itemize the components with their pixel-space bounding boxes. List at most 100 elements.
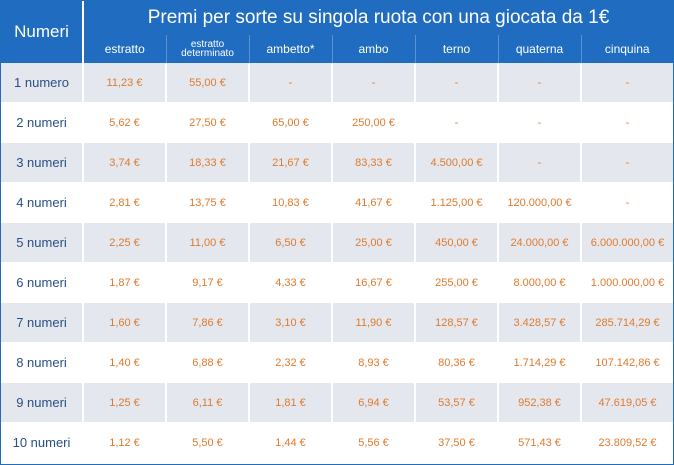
prize-cell-estratto-determinato: 6,88 € <box>165 342 249 383</box>
row-label: 4 numeri <box>1 182 83 223</box>
prize-cell-estratto-determinato: 55,00 € <box>165 63 249 103</box>
column-header-cinquina: cinquina <box>580 35 674 63</box>
row-label: 6 numeri <box>1 262 83 303</box>
table-row: 6 numeri 1,87 €9,17 €4,33 €16,67 €255,00 … <box>1 262 674 303</box>
row-label: 7 numeri <box>1 302 83 343</box>
prize-cell-terno: 128,57 € <box>414 302 498 343</box>
table-row: 4 numeri 2,81 €13,75 €10,83 €41,67 €1.125… <box>1 182 674 223</box>
prize-cell-estratto: 2,25 € <box>82 222 166 263</box>
row-label: 9 numeri <box>1 382 83 423</box>
prize-cell-estratto: 1,60 € <box>82 302 166 343</box>
prize-cell-terno: 37,50 € <box>414 422 498 463</box>
prize-cell-ambetto: 3,10 € <box>248 302 332 343</box>
column-header-estratto: estratto <box>83 35 166 63</box>
prize-cell-estratto-determinato: 11,00 € <box>165 222 249 263</box>
table-title: Premi per sorte su singola ruota con una… <box>83 1 674 35</box>
prize-cell-ambetto: - <box>248 63 332 103</box>
prize-cell-ambetto: 4,33 € <box>248 262 332 303</box>
prize-cell-quaterna: 571,43 € <box>497 422 581 463</box>
prize-cell-quaterna: 120.000,00 € <box>497 182 581 223</box>
table-body: 1 numero 11,23 €55,00 € - - - - -2 numeri 5,62 … <box>1 63 674 463</box>
prize-cell-estratto-determinato: 9,17 € <box>165 262 249 303</box>
prize-cell-cinquina: - <box>579 63 674 103</box>
prize-cell-cinquina: 107.142,86 € <box>579 342 674 383</box>
prize-cell-ambo: - <box>331 63 415 103</box>
prize-cell-estratto: 1,25 € <box>82 382 166 423</box>
prize-cell-cinquina: - <box>579 102 674 143</box>
table-row: 7 numeri 1,60 €7,86 €3,10 €11,90 €128,57 … <box>1 302 674 343</box>
table-row: 3 numeri 3,74 €18,33 €21,67 €83,33 €4.500… <box>1 142 674 183</box>
prize-cell-ambetto: 1,81 € <box>248 382 332 423</box>
prize-cell-ambo: 6,94 € <box>331 382 415 423</box>
prize-cell-terno: 1.125,00 € <box>414 182 498 223</box>
numeri-column-header: Numeri <box>1 1 84 63</box>
prize-cell-terno: 450,00 € <box>414 222 498 263</box>
prize-cell-quaterna: 24.000,00 € <box>497 222 581 263</box>
row-label: 1 numero <box>1 63 83 103</box>
row-label: 2 numeri <box>1 102 83 143</box>
row-label: 5 numeri <box>1 222 83 263</box>
prize-cell-ambo: 41,67 € <box>331 182 415 223</box>
prize-cell-estratto: 1,87 € <box>82 262 166 303</box>
column-header-quaterna: quaterna <box>497 35 581 63</box>
table-row: 5 numeri 2,25 €11,00 €6,50 €25,00 €450,00… <box>1 222 674 263</box>
prize-cell-cinquina: - <box>579 142 674 183</box>
table-row: 10 numeri 1,12 €5,50 €1,44 €5,56 €37,50 €… <box>1 422 674 463</box>
prize-cell-ambo: 11,90 € <box>331 302 415 343</box>
table-row: 9 numeri 1,25 €6,11 €1,81 €6,94 €53,57 €9… <box>1 382 674 423</box>
prize-cell-terno: - <box>414 63 498 103</box>
prize-cell-estratto: 1,12 € <box>82 422 166 463</box>
prize-cell-estratto: 5,62 € <box>82 102 166 143</box>
prize-cell-terno: 80,36 € <box>414 342 498 383</box>
prize-cell-terno: 4.500,00 € <box>414 142 498 183</box>
table-row: 2 numeri 5,62 €27,50 €65,00 €250,00 € - - - <box>1 102 674 143</box>
prize-cell-estratto-determinato: 5,50 € <box>165 422 249 463</box>
prize-cell-estratto-determinato: 13,75 € <box>165 182 249 223</box>
prize-cell-estratto-determinato: 7,86 € <box>165 302 249 343</box>
row-label: 10 numeri <box>1 422 83 463</box>
prize-cell-estratto: 11,23 € <box>82 63 166 103</box>
prize-cell-ambetto: 1,44 € <box>248 422 332 463</box>
column-header-terno: terno <box>414 35 498 63</box>
row-label: 3 numeri <box>1 142 83 183</box>
prize-cell-ambo: 83,33 € <box>331 142 415 183</box>
prize-cell-cinquina: 47.619,05 € <box>579 382 674 423</box>
prize-cell-ambo: 8,93 € <box>331 342 415 383</box>
prize-cell-terno: 255,00 € <box>414 262 498 303</box>
prize-cell-terno: - <box>414 102 498 143</box>
prize-cell-terno: 53,57 € <box>414 382 498 423</box>
prize-cell-cinquina: - <box>579 182 674 223</box>
prize-cell-cinquina: 285.714,29 € <box>579 302 674 343</box>
prize-cell-ambo: 5,56 € <box>331 422 415 463</box>
prize-cell-estratto: 3,74 € <box>82 142 166 183</box>
table-row: 1 numero 11,23 €55,00 € - - - - - <box>1 63 674 103</box>
prize-cell-quaterna: - <box>497 63 581 103</box>
row-label: 8 numeri <box>1 342 83 383</box>
table-row: 8 numeri 1,40 €6,88 €2,32 €8,93 €80,36 €1… <box>1 342 674 383</box>
prize-cell-cinquina: 6.000.000,00 € <box>579 222 674 263</box>
prize-cell-estratto-determinato: 6,11 € <box>165 382 249 423</box>
prize-cell-estratto: 1,40 € <box>82 342 166 383</box>
prize-cell-ambo: 250,00 € <box>331 102 415 143</box>
prize-cell-ambetto: 21,67 € <box>248 142 332 183</box>
prize-cell-quaterna: 8.000,00 € <box>497 262 581 303</box>
prize-cell-cinquina: 1.000.000,00 € <box>579 262 674 303</box>
prize-cell-ambetto: 6,50 € <box>248 222 332 263</box>
prize-cell-quaterna: 952,38 € <box>497 382 581 423</box>
prize-cell-ambetto: 65,00 € <box>248 102 332 143</box>
prize-cell-quaterna: - <box>497 142 581 183</box>
prize-cell-cinquina: 23.809,52 € <box>579 422 674 463</box>
prize-cell-quaterna: - <box>497 102 581 143</box>
prize-cell-quaterna: 3.428,57 € <box>497 302 581 343</box>
prize-cell-ambetto: 2,32 € <box>248 342 332 383</box>
prize-cell-quaterna: 1.714,29 € <box>497 342 581 383</box>
column-header-ambo: ambo <box>331 35 415 63</box>
prize-cell-estratto: 2,81 € <box>82 182 166 223</box>
prize-cell-estratto-determinato: 18,33 € <box>165 142 249 183</box>
prize-cell-estratto-determinato: 27,50 € <box>165 102 249 143</box>
prize-cell-ambo: 25,00 € <box>331 222 415 263</box>
prize-cell-ambo: 16,67 € <box>331 262 415 303</box>
prize-cell-ambetto: 10,83 € <box>248 182 332 223</box>
